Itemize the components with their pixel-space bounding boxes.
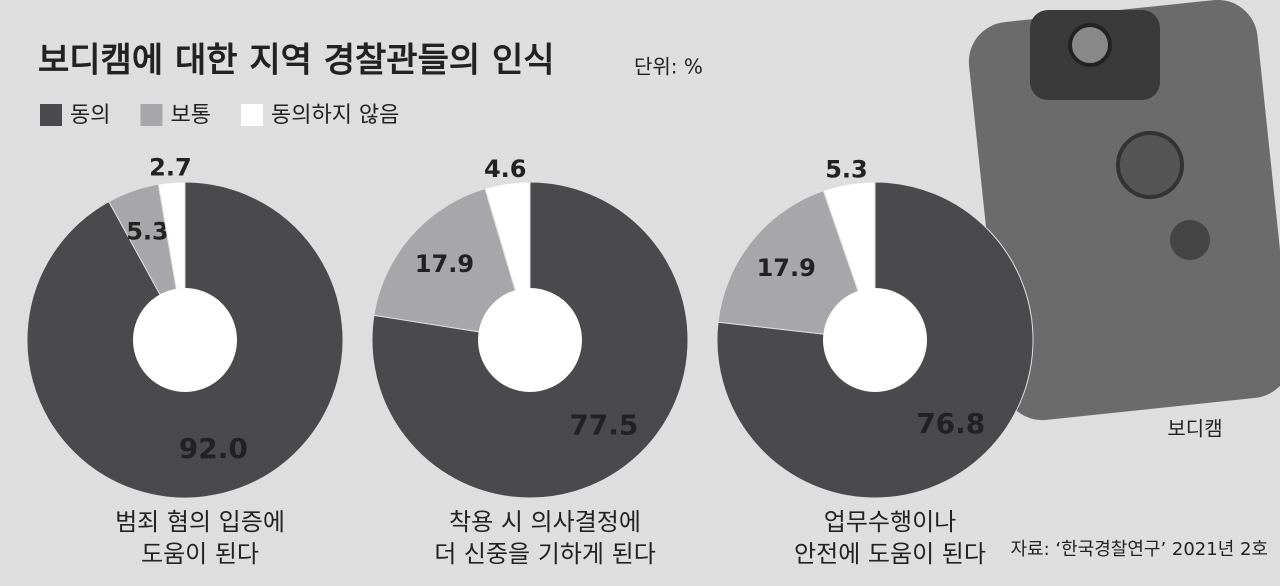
source-note: 자료: ‘한국경찰연구’ 2021년 2호 [1010,539,1268,560]
photo-caption: 보디캠 [1167,417,1222,441]
value-label: 5.3 [126,218,169,246]
legend-label: 동의 [70,103,110,128]
donut-hole [823,288,927,392]
camera-button [1116,131,1184,199]
pie-slice [373,187,531,341]
legend-swatch [140,104,163,126]
legend-swatch [240,104,263,126]
value-label: 77.5 [569,409,638,442]
value-label: 2.7 [149,154,192,182]
chart-subtitle: 범죄 혐의 입증에 [115,508,285,536]
chart-subtitle: 더 신중을 기하게 된다 [434,540,656,568]
value-label: 92.0 [179,432,248,465]
camera-switch [1170,220,1210,260]
donut-hole [133,288,237,392]
chart-subtitle: 착용 시 의사결정에 [449,508,641,536]
value-label: 17.9 [415,250,474,278]
legend-label: 동의하지 않음 [271,103,399,128]
donut-hole [478,288,582,392]
chart-title: 보디캠에 대한 지역 경찰관들의 인식 [38,41,555,81]
chart-subtitle: 안전에 도움이 된다 [794,540,986,568]
unit-label: 단위: % [634,55,703,79]
chart-subtitle: 업무수행이나 [824,508,956,536]
legend-swatch [40,104,62,126]
legend-label: 보통 [170,103,210,128]
value-label: 76.8 [916,407,985,440]
value-label: 4.6 [484,155,527,183]
value-label: 5.3 [825,155,868,183]
camera-body [968,0,1280,421]
body-cam-photo [968,0,1280,421]
value-label: 17.9 [757,254,816,282]
camera-lens [1068,23,1112,67]
chart-subtitle: 도움이 된다 [141,540,259,568]
